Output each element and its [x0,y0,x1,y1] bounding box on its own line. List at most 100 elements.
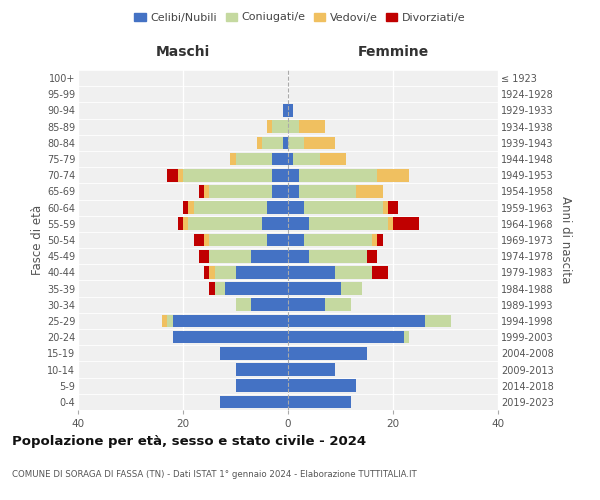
Bar [235,266,288,278]
Bar [288,169,299,181]
Bar [209,282,215,295]
Bar [272,169,288,181]
Bar [288,266,335,278]
Bar [341,282,361,295]
Bar [188,202,193,214]
Bar [209,185,272,198]
Bar [215,266,235,278]
Text: COMUNE DI SORAGA DI FASSA (TN) - Dati ISTAT 1° gennaio 2024 - Elaborazione TUTTI: COMUNE DI SORAGA DI FASSA (TN) - Dati IS… [12,470,417,479]
Bar [262,218,288,230]
Bar [199,185,204,198]
Bar [288,282,341,295]
Bar [267,234,288,246]
Bar [309,218,388,230]
Bar [288,152,293,166]
Bar [377,169,409,181]
Bar [288,298,325,311]
Y-axis label: Fasce di età: Fasce di età [31,205,44,275]
Bar [204,266,209,278]
Bar [425,314,451,328]
Bar [388,202,398,214]
Bar [209,250,251,262]
Bar [288,136,304,149]
Text: Maschi: Maschi [156,44,210,59]
Bar [178,169,183,181]
Bar [335,266,372,278]
Bar [235,380,288,392]
Bar [267,120,272,133]
Bar [251,250,288,262]
Legend: Celibi/Nubili, Coniugati/e, Vedovi/e, Divorziati/e: Celibi/Nubili, Coniugati/e, Vedovi/e, Di… [130,8,470,27]
Bar [188,218,262,230]
Bar [209,234,267,246]
Bar [215,282,225,295]
Bar [272,152,288,166]
Bar [288,234,304,246]
Bar [288,396,351,408]
Bar [199,250,209,262]
Bar [367,250,377,262]
Bar [388,218,393,230]
Bar [293,152,320,166]
Bar [288,250,309,262]
Bar [325,298,351,311]
Bar [267,202,288,214]
Bar [288,185,299,198]
Bar [235,152,272,166]
Bar [377,234,383,246]
Bar [162,314,167,328]
Bar [235,298,251,311]
Bar [173,314,288,328]
Bar [283,104,288,117]
Bar [167,169,178,181]
Bar [299,169,377,181]
Bar [393,218,419,230]
Bar [183,202,188,214]
Bar [235,363,288,376]
Bar [225,282,288,295]
Bar [299,120,325,133]
Bar [288,104,293,117]
Text: Femmine: Femmine [358,44,428,59]
Bar [257,136,262,149]
Bar [220,347,288,360]
Bar [288,331,404,344]
Text: Popolazione per età, sesso e stato civile - 2024: Popolazione per età, sesso e stato civil… [12,435,366,448]
Bar [204,185,209,198]
Bar [183,218,188,230]
Bar [288,120,299,133]
Bar [288,218,309,230]
Bar [204,234,209,246]
Bar [209,266,215,278]
Bar [178,218,183,230]
Bar [251,298,288,311]
Bar [193,234,204,246]
Bar [272,185,288,198]
Bar [230,152,235,166]
Bar [288,363,335,376]
Bar [356,185,383,198]
Bar [372,234,377,246]
Bar [309,250,367,262]
Bar [272,120,288,133]
Bar [299,185,356,198]
Bar [288,347,367,360]
Bar [372,266,388,278]
Bar [288,314,425,328]
Bar [288,202,304,214]
Bar [304,202,383,214]
Bar [404,331,409,344]
Bar [167,314,173,328]
Bar [288,380,356,392]
Bar [304,136,335,149]
Bar [283,136,288,149]
Y-axis label: Anni di nascita: Anni di nascita [559,196,572,284]
Bar [304,234,372,246]
Bar [262,136,283,149]
Bar [220,396,288,408]
Bar [193,202,267,214]
Bar [173,331,288,344]
Bar [383,202,388,214]
Bar [183,169,272,181]
Bar [320,152,346,166]
